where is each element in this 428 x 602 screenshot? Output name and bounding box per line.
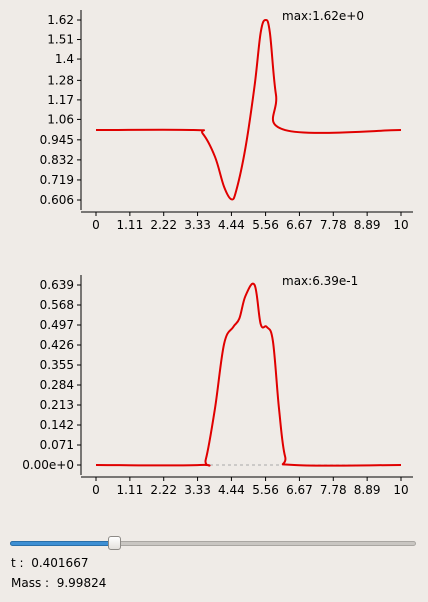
mass-readout: Mass : 9.99824: [11, 576, 106, 590]
y-tick-label: 0.832: [40, 153, 74, 167]
y-tick-label: 0.945: [40, 133, 74, 147]
y-tick-label: 0.606: [40, 193, 74, 207]
x-tick-label: 7.78: [320, 218, 347, 232]
slider-handle[interactable]: [108, 536, 121, 550]
time-value: 0.401667: [31, 556, 89, 570]
plot-bottom: max:6.39e-1 0.639 0.568 0.497 0.426 0.355 0.2…: [22, 274, 413, 497]
x-tick-label: 0: [92, 483, 100, 497]
y-tick-label: 1.4: [55, 52, 74, 66]
x-tick-label: 5.56: [252, 218, 279, 232]
y-tick-label: 0.497: [40, 318, 74, 332]
x-tick-label: 6.67: [286, 218, 313, 232]
x-tick-label: 4.44: [218, 483, 245, 497]
x-tick-label: 10: [393, 483, 408, 497]
x-tick-label: 3.33: [184, 218, 211, 232]
y-tick-label: 0.426: [40, 338, 74, 352]
curve-top: [95, 18, 402, 201]
y-tick-label: 1.51: [47, 33, 74, 47]
y-tick-label: 0.639: [40, 278, 74, 292]
max-label-top: max:1.62e+0: [282, 9, 364, 23]
x-tick-label: 2.22: [150, 483, 177, 497]
time-label: t :: [11, 556, 24, 570]
y-tick-label: 0.284: [40, 378, 74, 392]
y-tick-label: 0.142: [40, 418, 74, 432]
x-tick-label: 4.44: [218, 218, 245, 232]
x-tick-label: 3.33: [184, 483, 211, 497]
x-tick-label: 1.11: [116, 483, 143, 497]
x-tick-label: 0: [92, 218, 100, 232]
y-tick-label: 0.355: [40, 358, 74, 372]
y-tick-label: 1.17: [47, 93, 74, 107]
x-tick-label: 8.89: [354, 483, 381, 497]
y-axis-bottom: 0.639 0.568 0.497 0.426 0.355 0.284 0.213 0.142…: [22, 275, 82, 475]
plot-top: max:1.62e+0 1.62 1.51 1.4 1.28 1.17 1.06 0.945…: [40, 9, 413, 232]
y-tick-label: 1.28: [47, 73, 74, 87]
y-tick-label: 0.719: [40, 173, 74, 187]
max-label-bottom: max:6.39e-1: [282, 274, 358, 288]
y-tick-label: 1.62: [47, 13, 74, 27]
x-tick-label: 5.56: [252, 483, 279, 497]
x-tick-label: 8.89: [354, 218, 381, 232]
x-axis-bottom: 0 1.11 2.22 3.33 4.44 5.56 6.67 7.78 8.89 10: [81, 476, 413, 497]
time-readout: t : 0.401667: [11, 556, 88, 570]
curve-bottom: [95, 282, 402, 467]
mass-label: Mass :: [11, 576, 50, 590]
x-tick-label: 1.11: [116, 218, 143, 232]
x-tick-label: 10: [393, 218, 408, 232]
y-axis-top: 1.62 1.51 1.4 1.28 1.17 1.06 0.945 0.832 0.719 0.…: [40, 10, 82, 210]
y-tick-label: 0.568: [40, 298, 74, 312]
x-tick-label: 2.22: [150, 218, 177, 232]
mass-value: 9.99824: [56, 576, 107, 590]
slider-fill: [10, 541, 115, 546]
y-tick-label: 1.06: [47, 112, 74, 126]
x-tick-label: 6.67: [286, 483, 313, 497]
time-slider[interactable]: [10, 536, 416, 552]
y-tick-label: 0.071: [40, 438, 74, 452]
y-tick-label: 0.213: [40, 398, 74, 412]
x-tick-label: 7.78: [320, 483, 347, 497]
x-axis-top: 0 1.11 2.22 3.33 4.44 5.56 6.67 7.78 8.89 10: [81, 211, 413, 232]
y-tick-label: 0.00e+0: [22, 458, 74, 472]
